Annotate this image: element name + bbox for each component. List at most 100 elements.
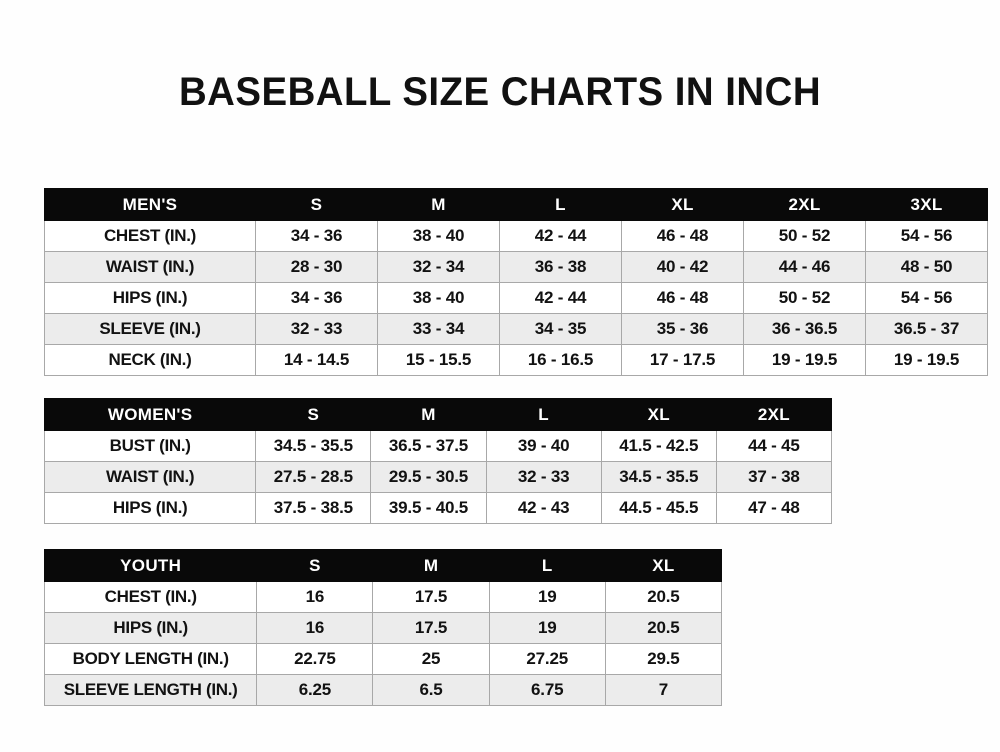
womens-header-cell-3: L bbox=[485, 398, 602, 431]
womens-cell-1-3: 34.5 - 35.5 bbox=[600, 461, 717, 493]
mens-cell-2-5: 54 - 56 bbox=[865, 282, 988, 314]
youth-table-body: CHEST (IN.) 16 17.5 19 20.5 HIPS (IN.) 1… bbox=[43, 581, 723, 706]
mens-cell-1-1: 32 - 34 bbox=[377, 251, 500, 283]
mens-table-body: CHEST (IN.) 34 - 36 38 - 40 42 - 44 46 -… bbox=[44, 220, 988, 376]
youth-cell-3-3: 7 bbox=[604, 674, 723, 706]
youth-cell-0-2: 19 bbox=[488, 581, 606, 613]
mens-header-cell-4: XL bbox=[621, 188, 744, 221]
mens-cell-1-5: 48 - 50 bbox=[865, 251, 988, 283]
mens-cell-4-3: 17 - 17.5 bbox=[621, 344, 744, 376]
page-title: BASEBALL SIZE CHARTS IN INCH bbox=[178, 70, 822, 114]
mens-header-row: MEN'S S M L XL 2XL 3XL bbox=[44, 188, 988, 221]
mens-cell-2-2: 42 - 44 bbox=[499, 282, 622, 314]
youth-header-cell-1: S bbox=[256, 549, 374, 582]
mens-header-cell-6: 3XL bbox=[865, 188, 988, 221]
mens-cell-0-1: 38 - 40 bbox=[377, 220, 500, 252]
mens-cell-0-3: 46 - 48 bbox=[621, 220, 744, 252]
table-row: NECK (IN.) 14 - 14.5 15 - 15.5 16 - 16.5… bbox=[44, 344, 988, 376]
mens-cell-2-0: 34 - 36 bbox=[255, 282, 378, 314]
youth-cell-0-3: 20.5 bbox=[604, 581, 723, 613]
womens-cell-1-2: 32 - 33 bbox=[485, 461, 602, 493]
womens-cell-2-2: 42 - 43 bbox=[485, 492, 602, 524]
womens-cell-0-3: 41.5 - 42.5 bbox=[600, 430, 717, 462]
womens-cell-0-0: 34.5 - 35.5 bbox=[255, 430, 372, 462]
mens-header-cell-3: L bbox=[499, 188, 622, 221]
womens-cell-2-1: 39.5 - 40.5 bbox=[370, 492, 487, 524]
youth-size-chart-table: YOUTH S M L XL CHEST (IN.) 16 17.5 19 20… bbox=[43, 549, 723, 706]
mens-cell-4-0: 14 - 14.5 bbox=[255, 344, 378, 376]
youth-header-row: YOUTH S M L XL bbox=[43, 549, 723, 582]
womens-header-cell-0: WOMEN'S bbox=[43, 398, 257, 431]
mens-cell-0-0: 34 - 36 bbox=[255, 220, 378, 252]
youth-row-3-label: SLEEVE LENGTH (IN.) bbox=[43, 674, 258, 706]
youth-cell-0-1: 17.5 bbox=[372, 581, 490, 613]
womens-size-chart-table: WOMEN'S S M L XL 2XL BUST (IN.) 34.5 - 3… bbox=[43, 398, 833, 524]
table-row: BODY LENGTH (IN.) 22.75 25 27.25 29.5 bbox=[43, 643, 723, 675]
youth-cell-2-3: 29.5 bbox=[604, 643, 723, 675]
table-row: SLEEVE (IN.) 32 - 33 33 - 34 34 - 35 35 … bbox=[44, 313, 988, 345]
youth-header-cell-4: XL bbox=[604, 549, 723, 582]
youth-cell-2-0: 22.75 bbox=[256, 643, 374, 675]
youth-cell-0-0: 16 bbox=[256, 581, 374, 613]
table-row: WAIST (IN.) 27.5 - 28.5 29.5 - 30.5 32 -… bbox=[43, 461, 833, 493]
womens-cell-1-1: 29.5 - 30.5 bbox=[370, 461, 487, 493]
mens-cell-3-0: 32 - 33 bbox=[255, 313, 378, 345]
womens-table-body: BUST (IN.) 34.5 - 35.5 36.5 - 37.5 39 - … bbox=[43, 430, 833, 524]
mens-cell-0-2: 42 - 44 bbox=[499, 220, 622, 252]
table-row: HIPS (IN.) 16 17.5 19 20.5 bbox=[43, 612, 723, 644]
youth-row-1-label: HIPS (IN.) bbox=[43, 612, 258, 644]
mens-header-cell-1: S bbox=[255, 188, 378, 221]
mens-header-cell-0: MEN'S bbox=[44, 188, 256, 221]
mens-cell-3-4: 36 - 36.5 bbox=[743, 313, 866, 345]
mens-cell-1-3: 40 - 42 bbox=[621, 251, 744, 283]
youth-row-2-label: BODY LENGTH (IN.) bbox=[43, 643, 258, 675]
womens-cell-1-4: 37 - 38 bbox=[715, 461, 833, 493]
mens-cell-4-5: 19 - 19.5 bbox=[865, 344, 988, 376]
youth-cell-1-1: 17.5 bbox=[372, 612, 490, 644]
youth-cell-2-1: 25 bbox=[372, 643, 490, 675]
youth-header-cell-2: M bbox=[372, 549, 490, 582]
mens-table-head: MEN'S S M L XL 2XL 3XL bbox=[44, 188, 988, 221]
womens-cell-2-4: 47 - 48 bbox=[715, 492, 833, 524]
womens-cell-0-2: 39 - 40 bbox=[485, 430, 602, 462]
table-row: CHEST (IN.) 34 - 36 38 - 40 42 - 44 46 -… bbox=[44, 220, 988, 252]
mens-cell-3-3: 35 - 36 bbox=[621, 313, 744, 345]
mens-cell-3-1: 33 - 34 bbox=[377, 313, 500, 345]
womens-header-cell-2: M bbox=[370, 398, 487, 431]
youth-header-cell-0: YOUTH bbox=[43, 549, 258, 582]
mens-cell-4-1: 15 - 15.5 bbox=[377, 344, 500, 376]
womens-cell-2-0: 37.5 - 38.5 bbox=[255, 492, 372, 524]
mens-cell-1-2: 36 - 38 bbox=[499, 251, 622, 283]
mens-cell-2-4: 50 - 52 bbox=[743, 282, 866, 314]
mens-cell-0-5: 54 - 56 bbox=[865, 220, 988, 252]
mens-cell-4-4: 19 - 19.5 bbox=[743, 344, 866, 376]
mens-row-2-label: HIPS (IN.) bbox=[44, 282, 256, 314]
youth-cell-3-0: 6.25 bbox=[256, 674, 374, 706]
table-row: CHEST (IN.) 16 17.5 19 20.5 bbox=[43, 581, 723, 613]
womens-header-row: WOMEN'S S M L XL 2XL bbox=[43, 398, 833, 431]
mens-cell-1-0: 28 - 30 bbox=[255, 251, 378, 283]
womens-cell-1-0: 27.5 - 28.5 bbox=[255, 461, 372, 493]
womens-header-cell-4: XL bbox=[600, 398, 717, 431]
mens-row-4-label: NECK (IN.) bbox=[44, 344, 256, 376]
mens-cell-3-2: 34 - 35 bbox=[499, 313, 622, 345]
youth-cell-1-3: 20.5 bbox=[604, 612, 723, 644]
womens-cell-0-4: 44 - 45 bbox=[715, 430, 833, 462]
youth-row-0-label: CHEST (IN.) bbox=[43, 581, 258, 613]
youth-table-head: YOUTH S M L XL bbox=[43, 549, 723, 582]
womens-header-cell-5: 2XL bbox=[715, 398, 833, 431]
table-row: WAIST (IN.) 28 - 30 32 - 34 36 - 38 40 -… bbox=[44, 251, 988, 283]
mens-cell-0-4: 50 - 52 bbox=[743, 220, 866, 252]
mens-row-0-label: CHEST (IN.) bbox=[44, 220, 256, 252]
womens-cell-2-3: 44.5 - 45.5 bbox=[600, 492, 717, 524]
womens-row-2-label: HIPS (IN.) bbox=[43, 492, 257, 524]
mens-cell-1-4: 44 - 46 bbox=[743, 251, 866, 283]
table-row: SLEEVE LENGTH (IN.) 6.25 6.5 6.75 7 bbox=[43, 674, 723, 706]
womens-cell-0-1: 36.5 - 37.5 bbox=[370, 430, 487, 462]
mens-cell-3-5: 36.5 - 37 bbox=[865, 313, 988, 345]
youth-header-cell-3: L bbox=[488, 549, 606, 582]
womens-row-1-label: WAIST (IN.) bbox=[43, 461, 257, 493]
table-row: HIPS (IN.) 34 - 36 38 - 40 42 - 44 46 - … bbox=[44, 282, 988, 314]
mens-cell-4-2: 16 - 16.5 bbox=[499, 344, 622, 376]
